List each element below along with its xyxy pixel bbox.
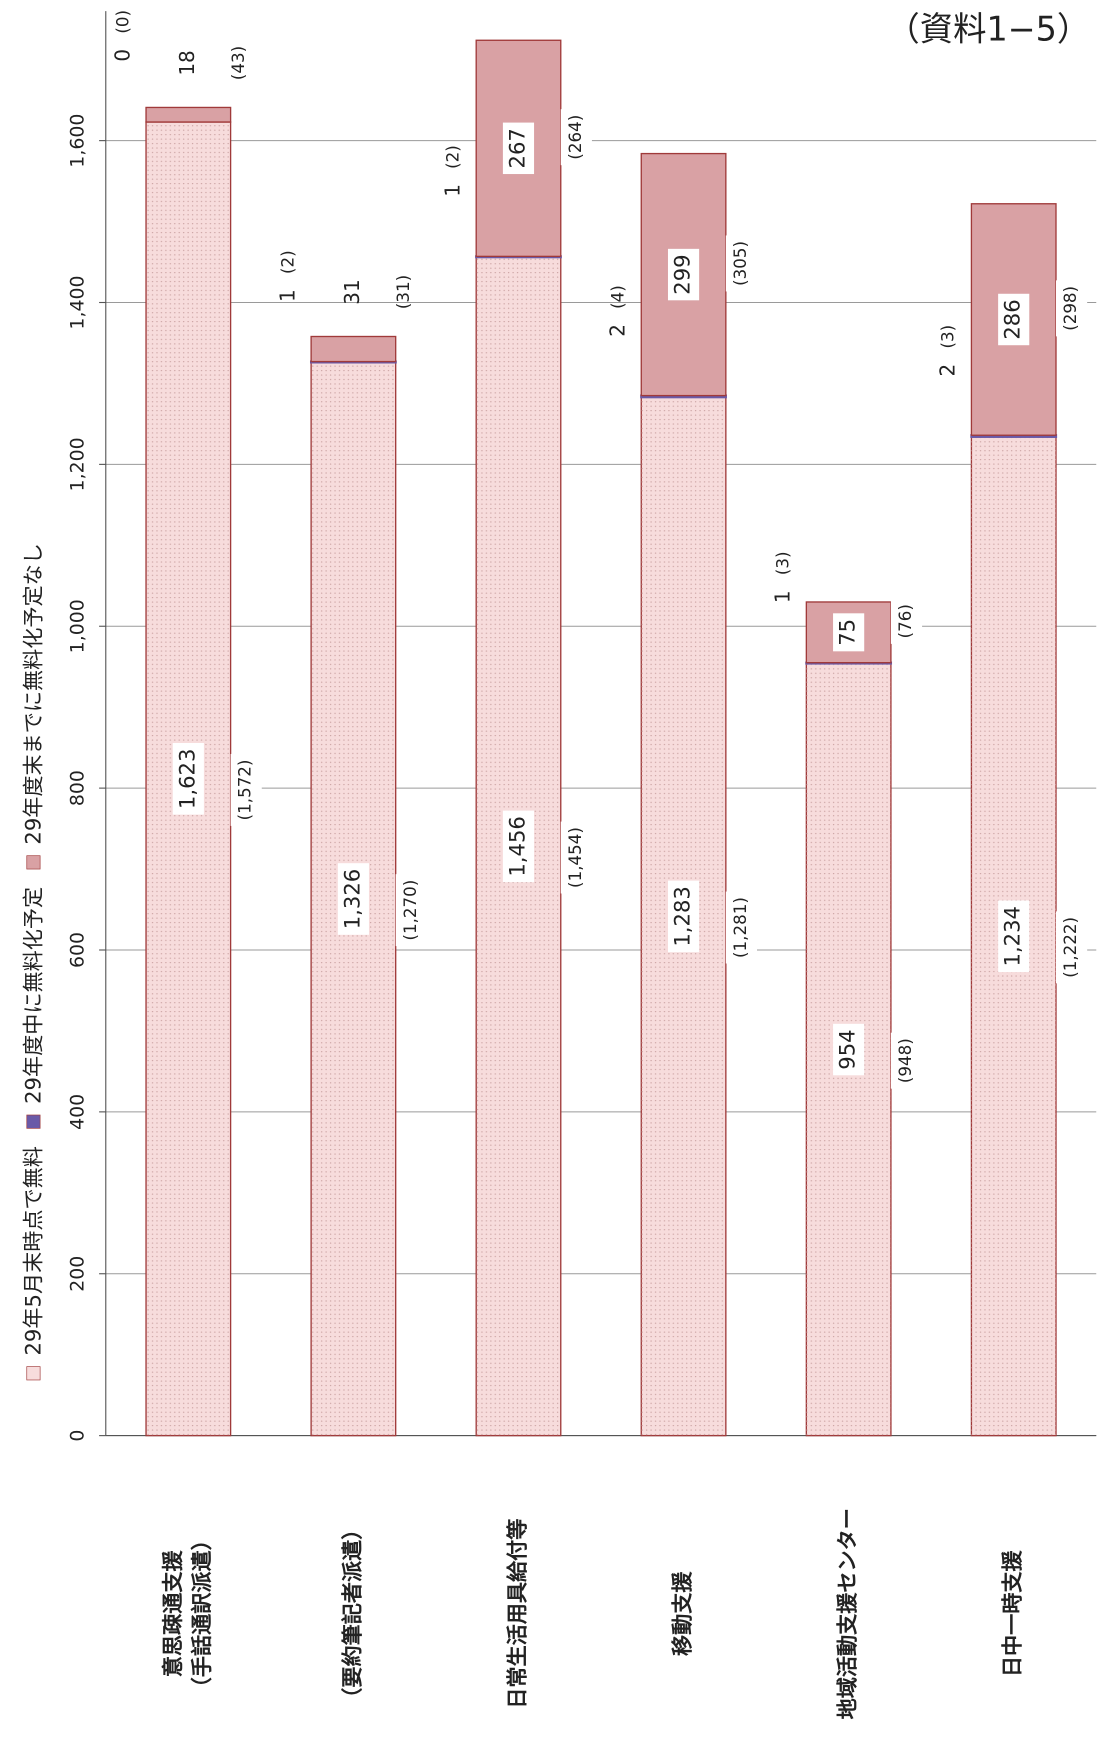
x-tick-label: 意思疎通支援 [160,1549,185,1677]
value-label: 1,326 [339,869,364,929]
value-label: 75 [835,619,860,646]
label-box [1055,280,1088,337]
x-tick-label: 日常生活用具給付等 [504,1519,529,1709]
x-tick-label: 移動支援 [670,1571,695,1656]
value-label: 299 [670,254,695,294]
legend-swatch [26,1366,41,1381]
value-label: (1,572) [236,760,255,821]
value-label: (0) [113,10,132,34]
value-label: 267 [504,128,529,168]
legend-label: 29年度末までに無料化予定なし [21,543,46,845]
legend-swatch [26,1114,41,1129]
value-label: (1,281) [731,897,750,958]
x-tick-label: （手話通訳派遣） [189,1529,214,1698]
label-box [833,613,865,652]
label-box [230,753,262,826]
label-box [725,235,758,292]
label-box [502,810,535,883]
value-label: (1,222) [1061,917,1080,978]
label-box [337,863,369,935]
value-label: (264) [566,115,585,160]
label-box [1055,911,1088,984]
value-label: (3) [939,325,958,349]
label-box [833,1023,865,1076]
value-label: (76) [896,604,915,638]
value-label: 18 [175,50,199,75]
label-box [998,293,1030,346]
label-box [502,122,535,175]
value-label: 2 [936,364,960,377]
value-label: 286 [1000,299,1025,339]
value-label: 1,456 [504,816,529,876]
bar-segment [145,106,232,123]
y-tick-label: 0 [66,1430,88,1442]
value-label: (3) [774,552,793,576]
x-tick-label: （要約筆記者派遣） [339,1519,364,1709]
value-label: (1,454) [566,827,585,888]
label-box [725,891,758,964]
value-label: 1 [275,289,299,302]
value-label: 1,234 [1000,906,1025,966]
y-tick-label: 400 [66,1094,88,1130]
value-label: (2) [278,250,297,274]
y-tick-label: 1,000 [66,599,88,653]
value-label: 1 [771,590,795,603]
label-box [560,109,592,166]
value-label: (298) [1061,286,1080,331]
value-label: 1 [440,184,464,197]
x-tick-label: 地域活動支援センター [835,1508,860,1719]
value-label: 1,623 [174,749,199,809]
y-tick-label: 1,400 [66,275,88,329]
y-tick-label: 1,200 [66,437,88,491]
x-tick-label: 日中一時支援 [1000,1549,1025,1677]
y-tick-label: 200 [66,1256,88,1292]
bar-segment [310,335,397,363]
label-box [667,880,700,953]
value-label: (1,270) [401,880,420,941]
value-label: 0 [110,49,134,62]
label-box [395,874,427,947]
value-label: (4) [609,285,628,309]
label-box [172,743,204,815]
label-box [560,821,592,894]
legend-label: 29年度中に無料化予定 [21,887,46,1104]
label-box [998,900,1030,973]
chart-title: （資料1−5） [886,10,1090,49]
value-label: (305) [731,241,750,286]
value-label: (2) [443,145,462,169]
label-box [890,1032,923,1089]
y-tick-label: 600 [66,932,88,968]
value-label: (948) [896,1038,915,1083]
value-label: (43) [229,46,248,80]
value-label: 1,283 [670,886,695,946]
value-label: 31 [340,279,364,304]
value-label: (31) [394,275,413,309]
value-label: 2 [606,324,630,337]
label-box [890,598,923,644]
legend-swatch [26,855,41,870]
value-label: 954 [835,1029,860,1069]
legend-label: 29年5月末時点で無料 [21,1146,46,1355]
y-tick-label: 800 [66,770,88,806]
label-box [667,248,700,301]
y-tick-label: 1,600 [66,114,88,168]
